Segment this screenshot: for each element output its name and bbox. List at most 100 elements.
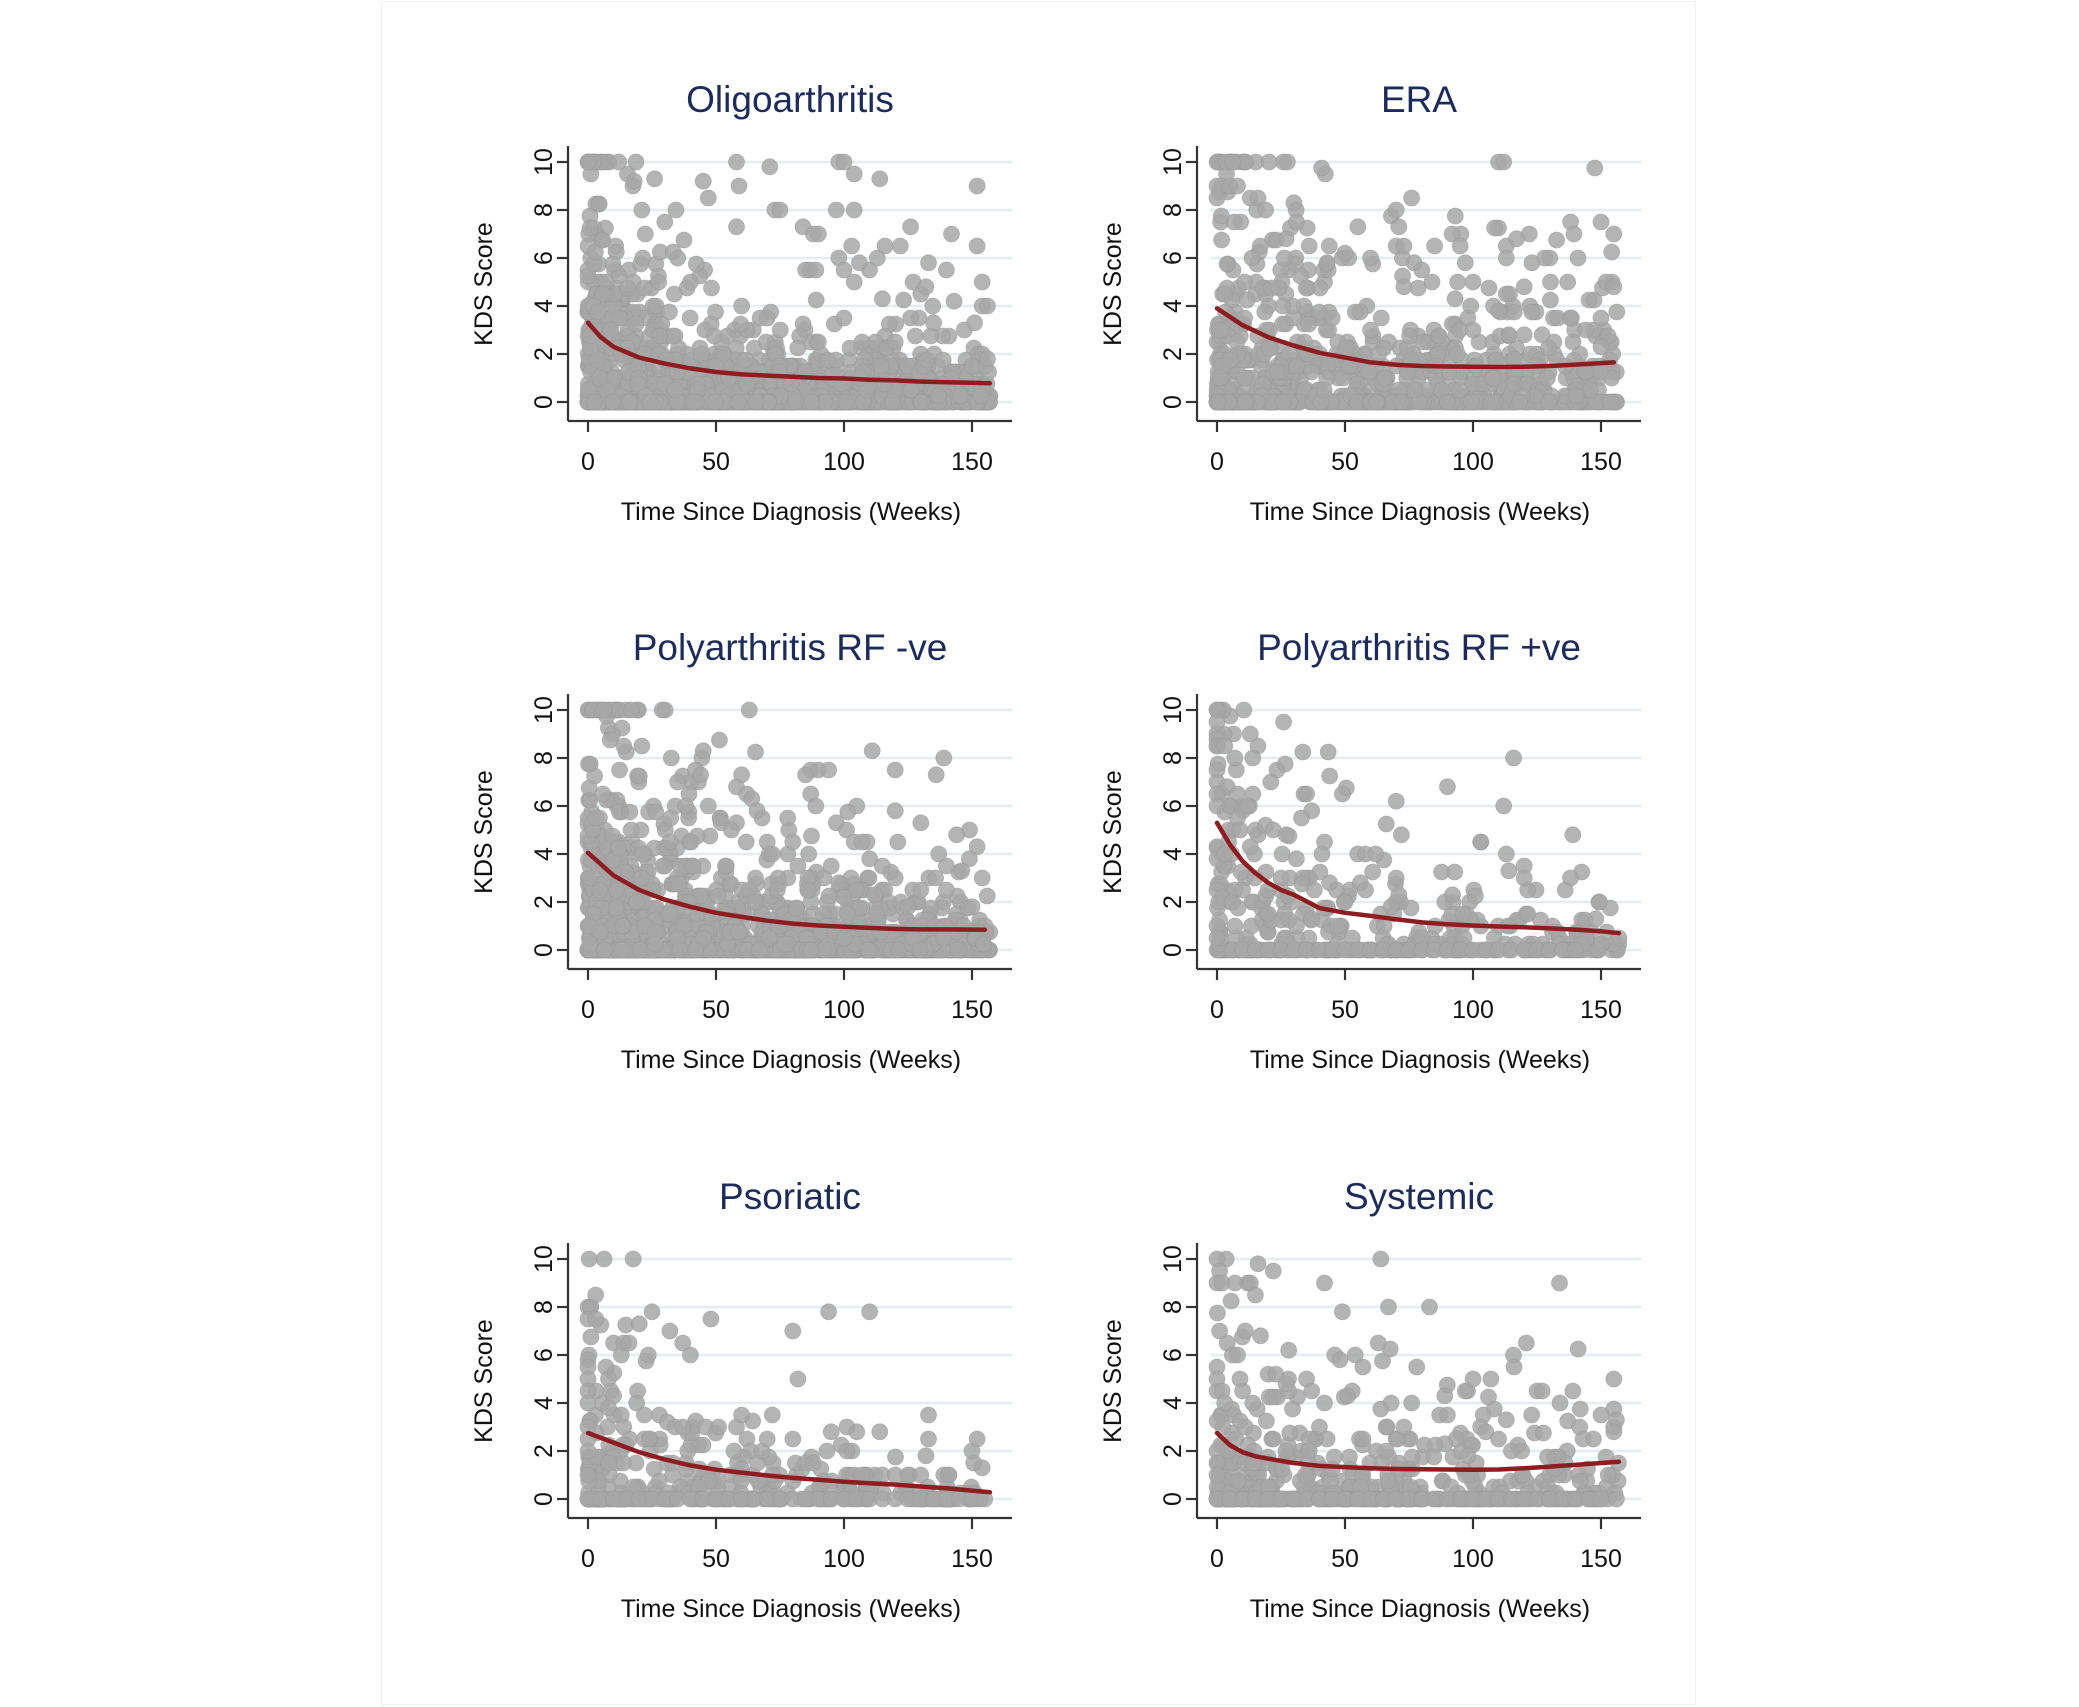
data-point — [1497, 249, 1515, 267]
data-point — [906, 327, 924, 345]
data-point — [679, 1442, 697, 1460]
y-tick-label: 10 — [530, 148, 558, 176]
data-point — [627, 315, 645, 333]
data-point — [613, 719, 631, 737]
data-point — [1539, 369, 1556, 387]
data-point — [1519, 905, 1537, 923]
data-point — [1395, 278, 1413, 296]
data-point — [1592, 338, 1610, 356]
y-tick-label: 2 — [530, 347, 558, 361]
data-point — [1515, 869, 1533, 887]
data-point — [1236, 273, 1253, 291]
data-point — [827, 351, 845, 369]
data-point — [725, 1442, 743, 1460]
data-point — [596, 941, 613, 959]
data-point — [666, 381, 684, 399]
data-point — [761, 158, 779, 176]
y-tick-label: 4 — [530, 299, 558, 313]
data-point — [674, 1418, 692, 1436]
data-point — [1238, 291, 1256, 309]
data-point — [587, 1286, 605, 1304]
data-point — [623, 701, 640, 719]
data-point — [1523, 254, 1541, 272]
data-point — [863, 742, 881, 760]
data-point — [625, 172, 643, 190]
data-point — [1209, 393, 1227, 411]
y-tick-label: 0 — [1159, 395, 1187, 409]
data-point — [1313, 845, 1331, 863]
x-tick-label: 100 — [1452, 996, 1494, 1024]
data-point — [1523, 303, 1541, 321]
data-point — [581, 219, 599, 237]
data-point — [948, 826, 965, 844]
data-point — [1569, 249, 1587, 267]
data-point — [1210, 321, 1228, 339]
data-point — [1505, 375, 1523, 393]
data-point — [641, 1430, 658, 1448]
data-point — [589, 351, 606, 369]
data-point — [938, 857, 955, 875]
y-tick-label: 10 — [1159, 696, 1187, 724]
data-point — [1500, 326, 1518, 344]
data-point — [710, 1418, 727, 1436]
data-point — [1559, 273, 1577, 291]
data-point — [1277, 230, 1295, 248]
data-point — [1592, 213, 1610, 231]
data-point — [661, 905, 679, 923]
data-point — [924, 297, 942, 315]
data-point — [1505, 350, 1523, 368]
data-point — [837, 393, 854, 411]
y-tick-label: 6 — [530, 799, 558, 813]
y-axis-title: KDS Score — [1099, 222, 1127, 346]
data-point — [891, 237, 909, 255]
data-point — [968, 1430, 986, 1448]
x-tick-label: 50 — [702, 448, 730, 476]
y-tick-label: 4 — [530, 847, 558, 861]
data-point — [580, 755, 597, 773]
data-point — [979, 297, 996, 315]
x-axis-title: Time Since Diagnosis (Weeks) — [621, 1595, 961, 1623]
data-point — [687, 255, 705, 273]
data-point — [600, 1454, 617, 1472]
data-point — [1495, 797, 1513, 815]
data-point — [728, 218, 745, 236]
panel-title: Oligoarthritis — [686, 79, 894, 120]
data-point — [662, 749, 680, 767]
data-point — [730, 393, 747, 411]
data-point — [1218, 255, 1236, 273]
data-points — [579, 701, 999, 959]
data-point — [1241, 725, 1259, 743]
data-point — [920, 1430, 937, 1448]
data-point — [1586, 159, 1604, 177]
data-point — [843, 237, 861, 255]
data-point — [763, 845, 781, 863]
data-point — [748, 802, 766, 820]
y-tick-label: 6 — [1159, 251, 1187, 265]
data-point — [579, 1466, 597, 1484]
data-point — [1298, 785, 1315, 803]
data-point — [820, 1303, 837, 1321]
data-point — [804, 1454, 822, 1472]
data-point — [845, 201, 863, 219]
data-point — [641, 393, 659, 411]
data-point — [963, 357, 981, 375]
data-point — [963, 898, 981, 916]
data-point — [1360, 363, 1378, 381]
data-point — [787, 899, 805, 917]
data-point — [1256, 303, 1274, 321]
data-points — [1208, 701, 1628, 959]
data-point — [763, 1406, 781, 1424]
data-point — [590, 195, 608, 213]
y-tick-label: 0 — [530, 943, 558, 957]
data-point — [1319, 743, 1337, 761]
data-point — [661, 1322, 679, 1340]
data-point — [1463, 393, 1480, 411]
data-point — [651, 327, 669, 345]
data-point — [669, 249, 686, 267]
data-point — [728, 153, 745, 171]
data-point — [920, 1406, 937, 1424]
data-point — [912, 881, 930, 899]
y-tick-label: 10 — [1159, 148, 1187, 176]
